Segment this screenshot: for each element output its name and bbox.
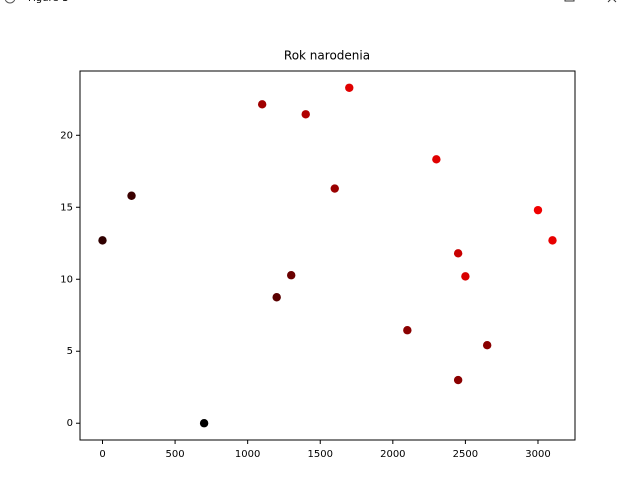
x-tick-label: 500 xyxy=(166,449,185,460)
point xyxy=(127,191,136,200)
x-tick-label: 3000 xyxy=(525,449,550,460)
point xyxy=(453,375,463,385)
app-icon xyxy=(4,0,16,4)
plot-frame xyxy=(79,70,576,441)
y-tick-label: 20 xyxy=(60,130,73,141)
x-tick-label: 2500 xyxy=(453,449,478,460)
maximize-button[interactable] xyxy=(564,0,575,2)
x-tick-label: 0 xyxy=(99,449,105,460)
point xyxy=(453,249,463,258)
point xyxy=(345,83,354,92)
point xyxy=(330,184,339,193)
point xyxy=(272,293,281,302)
point xyxy=(432,155,441,164)
chart-title: Rok narodenia xyxy=(284,49,370,63)
y-tick-label: 0 xyxy=(67,418,73,429)
x-tick-label: 1500 xyxy=(308,449,333,460)
point xyxy=(533,205,543,215)
point xyxy=(98,236,107,245)
window-titlebar: Figure 1 xyxy=(4,0,617,4)
y-tick-label: 10 xyxy=(60,274,73,285)
point xyxy=(199,419,209,428)
y-tick-label: 15 xyxy=(60,202,73,213)
point xyxy=(548,236,557,245)
point xyxy=(301,110,310,119)
point xyxy=(257,100,267,109)
close-button[interactable] xyxy=(607,0,617,3)
point xyxy=(403,326,412,335)
point xyxy=(287,271,296,280)
x-tick-label: 1000 xyxy=(235,449,260,460)
point xyxy=(461,272,470,281)
window-title: Figure 1 xyxy=(28,0,68,4)
x-tick-label: 2000 xyxy=(380,449,405,460)
y-tick-label: 5 xyxy=(67,346,73,357)
point xyxy=(482,340,492,350)
